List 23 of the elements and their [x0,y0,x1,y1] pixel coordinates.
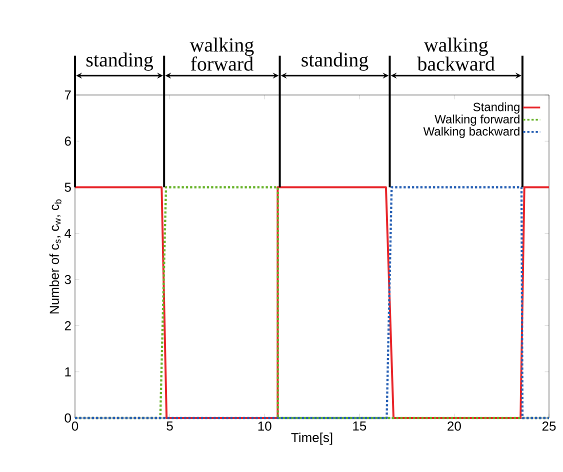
y-tick-label: 0 [64,413,71,423]
y-tick-label: 2 [64,321,71,330]
x-tick-label: 0 [72,422,78,431]
legend-label: Walking backward [423,126,520,138]
y-tick-label: 5 [64,182,71,192]
y-tick-label: 1 [65,367,71,376]
legend-label: Walking forward [434,114,520,126]
text: standing [86,52,154,71]
x-tick-label: 20 [448,422,461,431]
text: standing [302,52,368,71]
x-tick-label: 5 [166,422,173,431]
x-axis-title: Time[s] [291,432,332,445]
y-tick-label: 6 [64,136,71,146]
x-tick-label: 10 [258,422,272,431]
y-axis-title: Number of c$_{s}$, c$_{w}$, c$_{b}$ [49,199,62,314]
y-tick-label: 3 [64,274,71,284]
x-tick-label: 25 [542,422,556,431]
text: walking forward [190,38,254,71]
y-tick-label: 4 [64,228,72,238]
x-tick-label: 15 [353,422,366,431]
y-tick-label: 7 [64,90,71,100]
legend-label: Standing [473,102,520,114]
text: walking backward [417,38,495,71]
